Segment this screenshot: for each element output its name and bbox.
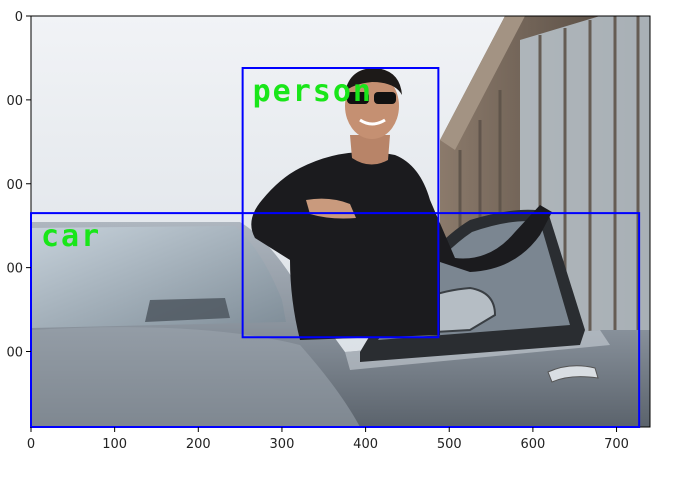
sunglasses-left — [347, 92, 369, 104]
x-axis-ticks: 0 100 200 300 400 500 600 700 — [27, 427, 629, 452]
y-tick-label: 00 — [6, 94, 23, 109]
face — [345, 73, 399, 139]
x-tick-label: 600 — [520, 437, 545, 452]
x-tick-label: 500 — [437, 437, 462, 452]
detection-box-person — [241, 67, 440, 339]
x-tick-label: 200 — [186, 437, 211, 452]
y-tick-label: 00 — [6, 178, 23, 193]
sunglasses-right — [374, 92, 396, 104]
x-tick-label: 300 — [270, 437, 295, 452]
photo — [31, 16, 650, 427]
detection-label-car: car — [41, 219, 101, 254]
x-tick-label: 0 — [27, 437, 35, 452]
detection-overlay: car person — [30, 67, 641, 428]
detection-box-car — [30, 212, 641, 428]
y-tick-label: 0 — [15, 10, 23, 25]
y-tick-label: 00 — [6, 346, 23, 361]
hair — [345, 68, 402, 95]
detection-label-person: person — [253, 74, 373, 109]
x-tick-label: 100 — [102, 437, 127, 452]
person — [251, 68, 552, 340]
x-tick-label: 700 — [604, 437, 629, 452]
y-tick-label: 00 — [6, 262, 23, 277]
x-tick-label: 400 — [353, 437, 378, 452]
